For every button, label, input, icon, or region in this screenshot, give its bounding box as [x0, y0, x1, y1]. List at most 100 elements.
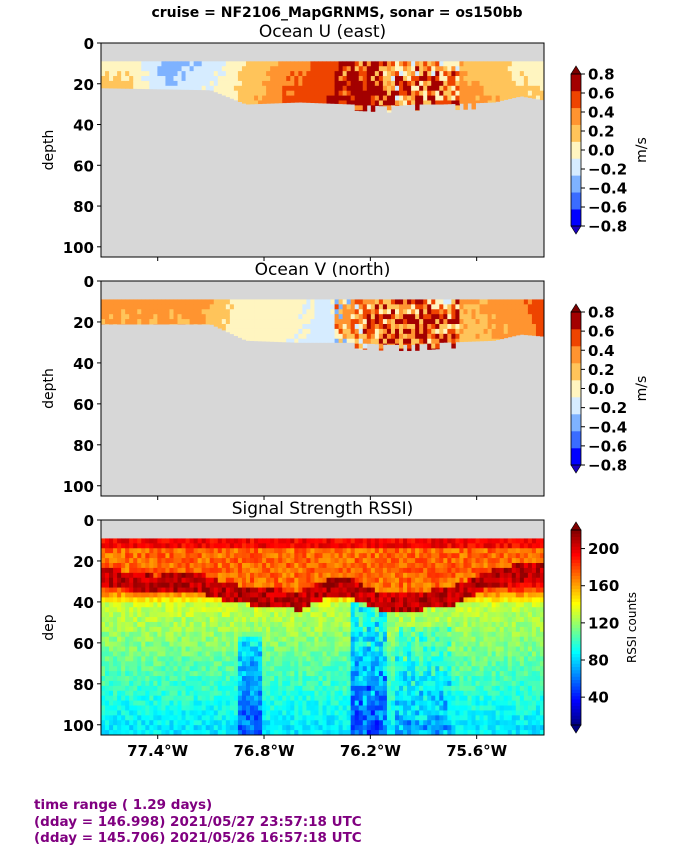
heatmap-cell: [237, 299, 243, 305]
heatmap-cell: [270, 602, 275, 608]
heatmap-cell: [382, 725, 388, 731]
heatmap-cell: [121, 631, 126, 638]
heatmap-cell: [266, 661, 271, 667]
heatmap-cell: [274, 626, 279, 633]
heatmap-cell: [241, 671, 247, 677]
heatmap-cell: [221, 61, 227, 67]
heatmap-cell: [394, 85, 400, 92]
heatmap-cell: [447, 304, 452, 310]
heatmap-cell: [378, 705, 384, 711]
heatmap-cell: [189, 61, 195, 67]
heatmap-cell: [362, 110, 368, 112]
heatmap-cell: [250, 626, 255, 633]
heatmap-cell: [535, 333, 541, 337]
heatmap-cell: [181, 85, 186, 90]
heatmap-cell: [201, 715, 207, 721]
heatmap-cell: [177, 612, 182, 618]
heatmap-cell: [185, 85, 190, 90]
heatmap-cell: [326, 617, 331, 623]
heatmap-cell: [125, 690, 130, 697]
heatmap-cell: [411, 85, 416, 92]
heatmap-cell: [205, 304, 211, 310]
heatmap-cell: [209, 631, 215, 638]
heatmap-cell: [350, 666, 356, 672]
heatmap-cell: [523, 304, 529, 310]
heatmap-cell: [298, 572, 303, 579]
heatmap-cell: [342, 597, 348, 603]
heatmap-cell: [386, 725, 392, 731]
heatmap-cell: [237, 631, 243, 638]
heatmap-cell: [185, 543, 190, 549]
heatmap-cell: [141, 299, 146, 305]
heatmap-cell: [262, 607, 267, 613]
heatmap-cell: [197, 61, 203, 67]
heatmap-cell: [358, 95, 364, 101]
heatmap-cell: [334, 710, 340, 716]
heatmap-cell: [411, 304, 416, 310]
heatmap-cell: [189, 617, 195, 623]
heatmap-cell: [435, 328, 440, 335]
heatmap-cell: [366, 587, 372, 593]
heatmap-cell: [278, 80, 283, 87]
heatmap-cell: [318, 730, 323, 736]
heatmap-cell: [133, 607, 138, 613]
heatmap-cell: [145, 587, 150, 593]
heatmap-cell: [366, 720, 372, 726]
heatmap-cell: [181, 641, 186, 647]
heatmap-cell: [519, 328, 525, 335]
heatmap-cell: [245, 543, 251, 549]
heatmap-cell: [346, 558, 352, 564]
heatmap-cell: [326, 333, 331, 340]
heatmap-cell: [270, 612, 275, 618]
heatmap-cell: [217, 80, 223, 87]
heatmap-cell: [539, 95, 545, 101]
heatmap-cell: [262, 715, 267, 721]
heatmap-cell: [527, 66, 533, 72]
heatmap-cell: [523, 61, 529, 67]
heatmap-cell: [326, 85, 331, 92]
heatmap-cell: [109, 646, 114, 652]
heatmap-cell: [378, 661, 384, 667]
heatmap-cell: [225, 656, 231, 662]
heatmap-cell: [302, 61, 307, 67]
heatmap-cell: [250, 715, 255, 721]
heatmap-cell: [282, 328, 287, 335]
heatmap-cell: [169, 66, 174, 72]
heatmap-cell: [189, 710, 195, 716]
heatmap-cell: [382, 587, 388, 593]
heatmap-cell: [185, 572, 190, 579]
heatmap-cell: [177, 656, 182, 662]
heatmap-cell: [511, 304, 517, 310]
heatmap-cell: [467, 324, 472, 330]
heatmap-cell: [362, 705, 368, 711]
heatmap-cell: [306, 333, 311, 340]
heatmap-cell: [229, 671, 235, 677]
heatmap-cell: [117, 553, 122, 559]
heatmap-cell: [266, 71, 271, 77]
heatmap-cell: [302, 299, 307, 305]
heatmap-cell: [435, 100, 440, 105]
heatmap-cell: [274, 538, 279, 544]
heatmap-cell: [290, 319, 295, 325]
heatmap-cell: [221, 567, 227, 574]
heatmap-cell: [165, 666, 170, 672]
heatmap-cell: [370, 725, 376, 731]
heatmap-cell: [362, 85, 368, 92]
heatmap-cell: [129, 710, 134, 716]
heatmap-cell: [302, 309, 307, 315]
heatmap-cell: [109, 543, 114, 549]
heatmap-cell: [407, 95, 412, 101]
heatmap-cell: [535, 80, 541, 87]
heatmap-cell: [354, 680, 360, 687]
heatmap-cell: [193, 553, 199, 559]
heatmap-cell: [399, 95, 404, 101]
heatmap-cell: [390, 587, 396, 593]
heatmap-cell: [399, 597, 404, 603]
heatmap-cell: [274, 558, 279, 564]
heatmap-cell: [117, 676, 122, 682]
heatmap-cell: [515, 328, 521, 335]
heatmap-cell: [322, 597, 327, 603]
heatmap-cell: [358, 100, 364, 106]
heatmap-cell: [153, 656, 158, 662]
heatmap-cell: [334, 602, 340, 608]
